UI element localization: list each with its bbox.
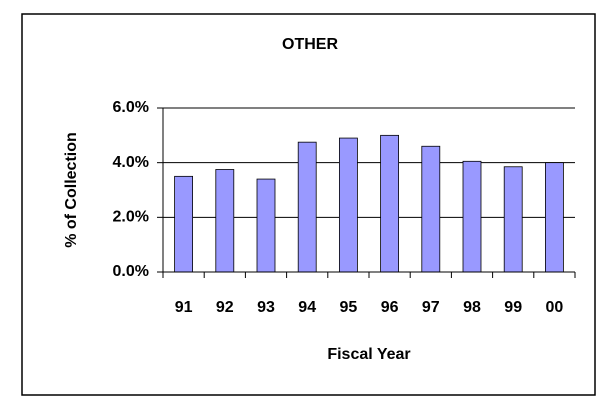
y-tick-label: 2.0% <box>113 209 149 226</box>
bar <box>503 166 523 273</box>
x-tick-label: 95 <box>340 299 358 316</box>
bar <box>380 134 400 273</box>
bar <box>256 178 276 273</box>
bar <box>338 137 358 273</box>
x-tick-label: 96 <box>381 299 399 316</box>
x-tick-label: 92 <box>216 299 234 316</box>
y-tick-label: 4.0% <box>113 154 149 171</box>
x-tick-label: 99 <box>504 299 522 316</box>
y-axis-title: % of Collection <box>63 132 80 248</box>
bar <box>297 141 317 273</box>
x-tick-label: 00 <box>546 299 564 316</box>
x-tick-label: 93 <box>257 299 275 316</box>
x-tick-label: 91 <box>175 299 193 316</box>
y-tick-label: 0.0% <box>113 263 149 280</box>
y-tick-label: 6.0% <box>113 99 149 116</box>
bar <box>174 175 194 273</box>
bar <box>545 162 564 273</box>
x-axis-title: Fiscal Year <box>327 346 410 363</box>
chart-title: OTHER <box>282 36 338 53</box>
x-tick-label: 97 <box>422 299 440 316</box>
bar <box>215 169 235 273</box>
x-tick-label: 94 <box>298 299 316 316</box>
x-tick-label: 98 <box>463 299 481 316</box>
bar <box>462 160 482 273</box>
bar <box>421 145 441 273</box>
